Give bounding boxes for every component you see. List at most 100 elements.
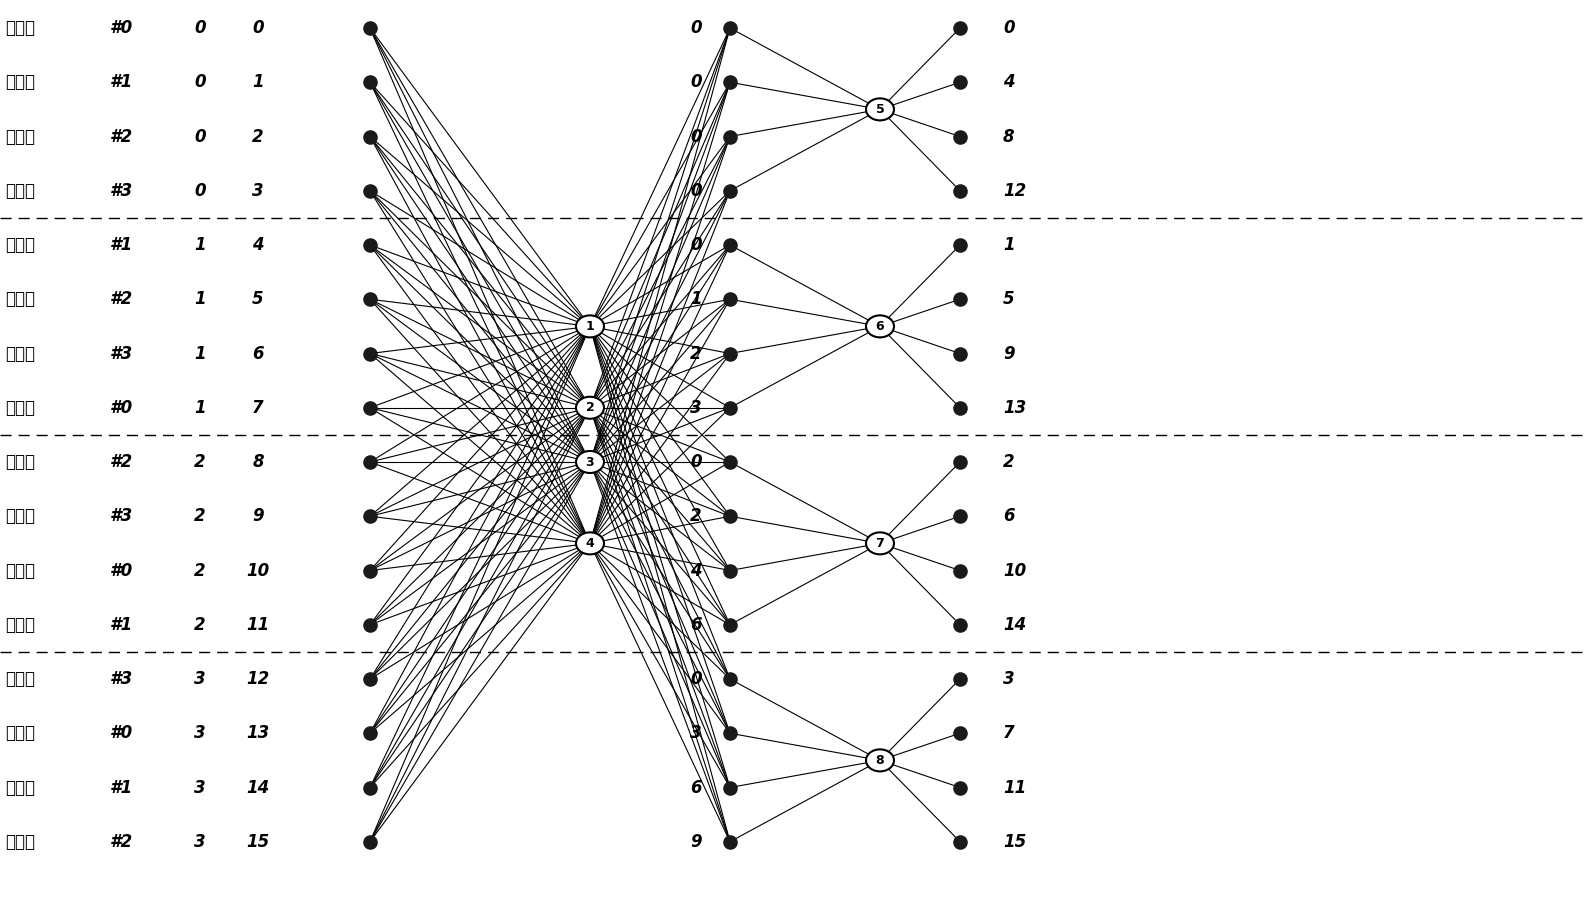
- Point: [948, 75, 973, 89]
- Ellipse shape: [575, 397, 604, 419]
- Point: [948, 130, 973, 144]
- Text: 2: 2: [195, 508, 206, 525]
- Point: [948, 509, 973, 523]
- Text: 2: 2: [585, 401, 594, 415]
- Text: #2: #2: [109, 128, 133, 145]
- Point: [948, 617, 973, 632]
- Point: [948, 455, 973, 469]
- Text: #1: #1: [109, 236, 133, 254]
- Text: #0: #0: [109, 19, 133, 37]
- Point: [718, 617, 743, 632]
- Point: [948, 346, 973, 361]
- Point: [948, 726, 973, 740]
- Text: #1: #1: [109, 73, 133, 91]
- Point: [357, 834, 382, 849]
- Point: [357, 726, 382, 740]
- Text: 0: 0: [1003, 19, 1014, 37]
- Point: [718, 130, 743, 144]
- Text: 6: 6: [691, 779, 702, 796]
- Text: 14: 14: [246, 779, 269, 796]
- Point: [718, 834, 743, 849]
- Text: 0: 0: [195, 128, 206, 145]
- Text: 0: 0: [691, 453, 702, 471]
- Text: 7: 7: [1003, 724, 1014, 742]
- Text: 8: 8: [1003, 128, 1014, 145]
- Point: [357, 292, 382, 307]
- Text: #0: #0: [109, 724, 133, 742]
- Text: 8: 8: [252, 453, 263, 471]
- Text: 存储体: 存储体: [5, 779, 35, 796]
- Text: #3: #3: [109, 508, 133, 525]
- Point: [357, 617, 382, 632]
- Text: #3: #3: [109, 182, 133, 200]
- Text: 2: 2: [195, 561, 206, 580]
- Text: #3: #3: [109, 344, 133, 362]
- Point: [718, 346, 743, 361]
- Point: [357, 237, 382, 252]
- Text: 0: 0: [195, 182, 206, 200]
- Point: [357, 563, 382, 578]
- Text: 1: 1: [585, 320, 594, 333]
- Text: 6: 6: [252, 344, 263, 362]
- Text: 12: 12: [1003, 182, 1025, 200]
- Point: [718, 563, 743, 578]
- Point: [718, 184, 743, 198]
- Text: 14: 14: [1003, 615, 1025, 634]
- Text: 6: 6: [1003, 508, 1014, 525]
- Text: 5: 5: [1003, 290, 1014, 309]
- Text: 存储体: 存储体: [5, 615, 35, 634]
- Text: 存储体: 存储体: [5, 182, 35, 200]
- Text: 1: 1: [691, 290, 702, 309]
- Text: 3: 3: [1003, 670, 1014, 688]
- Text: 3: 3: [195, 779, 206, 796]
- Point: [948, 401, 973, 415]
- Point: [718, 75, 743, 89]
- Ellipse shape: [865, 532, 894, 554]
- Point: [357, 455, 382, 469]
- Text: 12: 12: [246, 670, 269, 688]
- Text: #2: #2: [109, 833, 133, 851]
- Text: 2: 2: [252, 128, 263, 145]
- Text: 9: 9: [1003, 344, 1014, 362]
- Point: [357, 401, 382, 415]
- Text: 2: 2: [1003, 453, 1014, 471]
- Text: 6: 6: [875, 320, 884, 333]
- Text: 3: 3: [691, 724, 702, 742]
- Text: #0: #0: [109, 399, 133, 416]
- Text: 3: 3: [195, 833, 206, 851]
- Point: [948, 563, 973, 578]
- Text: 15: 15: [246, 833, 269, 851]
- Text: 0: 0: [691, 182, 702, 200]
- Ellipse shape: [865, 315, 894, 338]
- Text: #1: #1: [109, 779, 133, 796]
- Text: 13: 13: [246, 724, 269, 742]
- Text: 存储体: 存储体: [5, 453, 35, 471]
- Point: [718, 726, 743, 740]
- Text: 存储体: 存储体: [5, 290, 35, 309]
- Text: 1: 1: [195, 290, 206, 309]
- Text: 0: 0: [691, 236, 702, 254]
- Point: [718, 292, 743, 307]
- Text: #2: #2: [109, 290, 133, 309]
- Point: [948, 21, 973, 36]
- Point: [718, 455, 743, 469]
- Text: 4: 4: [585, 537, 594, 550]
- Text: 存储体: 存储体: [5, 508, 35, 525]
- Text: 5: 5: [252, 290, 263, 309]
- Point: [718, 672, 743, 687]
- Text: 0: 0: [691, 19, 702, 37]
- Text: 0: 0: [691, 670, 702, 688]
- Text: 4: 4: [252, 236, 263, 254]
- Point: [357, 75, 382, 89]
- Ellipse shape: [575, 532, 604, 554]
- Text: 3: 3: [691, 399, 702, 416]
- Text: #1: #1: [109, 615, 133, 634]
- Text: 0: 0: [691, 73, 702, 91]
- Point: [718, 21, 743, 36]
- Text: 存储体: 存储体: [5, 670, 35, 688]
- Text: 3: 3: [586, 456, 594, 468]
- Text: #0: #0: [109, 561, 133, 580]
- Text: 0: 0: [691, 128, 702, 145]
- Text: 3: 3: [252, 182, 263, 200]
- Text: 存储体: 存储体: [5, 344, 35, 362]
